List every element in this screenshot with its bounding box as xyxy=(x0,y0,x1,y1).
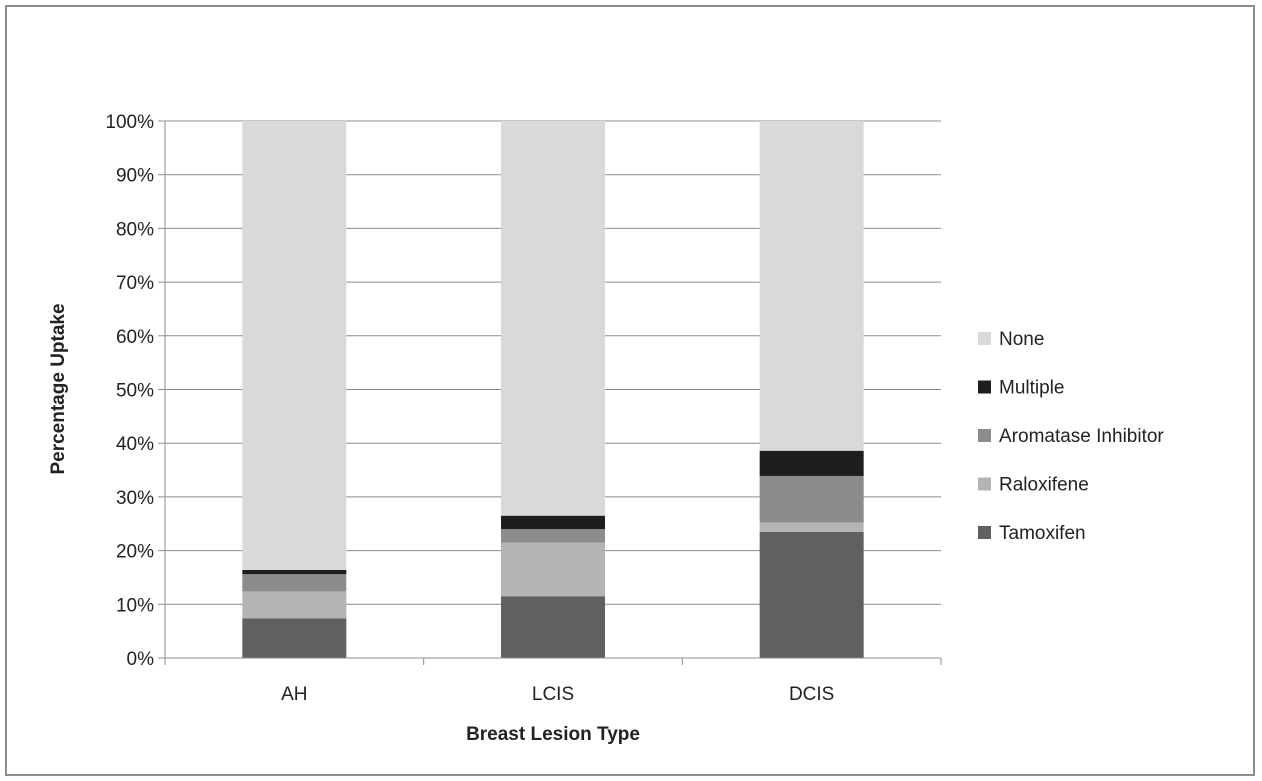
bar-segment-dcis-none xyxy=(759,121,864,451)
y-axis-title: Percentage Uptake xyxy=(48,303,69,474)
bar-segment-ah-none xyxy=(242,121,347,570)
y-tick-label: 10% xyxy=(116,595,154,616)
tick-labels: 0% 10% 20% 30% 40% 50% 60% 70% 80% 90% 100% AH LCIS D… xyxy=(105,112,834,705)
legend: None Multiple Aromatase Inhibitor Raloxifen… xyxy=(978,329,1164,544)
y-tick-label: 70% xyxy=(116,273,154,294)
bar-segment-ah-aromatase-inhibitor xyxy=(242,574,347,592)
x-tick-label: DCIS xyxy=(789,684,834,705)
bar-segment-ah-multiple xyxy=(242,569,347,575)
legend-swatch xyxy=(978,429,991,442)
bar-segment-dcis-raloxifene xyxy=(759,522,864,532)
x-axis-title: Breast Lesion Type xyxy=(466,724,640,745)
bar-segment-lcis-raloxifene xyxy=(501,542,605,597)
bar-segment-dcis-multiple xyxy=(759,450,864,476)
legend-swatch xyxy=(978,526,991,539)
y-tick-label: 30% xyxy=(116,488,154,509)
legend-swatch xyxy=(978,380,991,394)
legend-label: None xyxy=(999,329,1044,350)
bar-segment-dcis-aromatase-inhibitor xyxy=(759,475,864,523)
y-tick-label: 0% xyxy=(127,649,155,670)
chart-frame xyxy=(5,5,1255,776)
bar-segment-ah-tamoxifen xyxy=(242,618,347,658)
y-tick-label: 20% xyxy=(116,542,154,563)
y-tick-label: 90% xyxy=(116,166,154,187)
bar-segment-lcis-tamoxifen xyxy=(501,596,605,658)
x-tick-label: AH xyxy=(281,684,307,705)
bar-segment-lcis-aromatase-inhibitor xyxy=(501,529,605,543)
y-tick-label: 40% xyxy=(116,434,154,455)
y-tick-label: 100% xyxy=(105,112,154,133)
x-tick-label: LCIS xyxy=(532,684,574,705)
bar-segment-lcis-none xyxy=(501,121,605,516)
legend-label: Raloxifene xyxy=(999,475,1089,496)
y-tick-label: 80% xyxy=(116,219,154,240)
bar-segment-ah-raloxifene xyxy=(242,591,347,619)
legend-swatch xyxy=(978,332,991,345)
bar-segment-lcis-multiple xyxy=(501,515,605,530)
y-tick-label: 50% xyxy=(116,381,154,402)
legend-label: Aromatase Inhibitor xyxy=(999,426,1164,447)
y-tick-label: 60% xyxy=(116,327,154,348)
legend-swatch xyxy=(978,477,991,491)
bars xyxy=(242,121,864,658)
legend-label: Tamoxifen xyxy=(999,523,1086,544)
legend-label: Multiple xyxy=(999,378,1064,399)
bar-segment-dcis-tamoxifen xyxy=(759,531,864,658)
axes xyxy=(158,120,942,665)
